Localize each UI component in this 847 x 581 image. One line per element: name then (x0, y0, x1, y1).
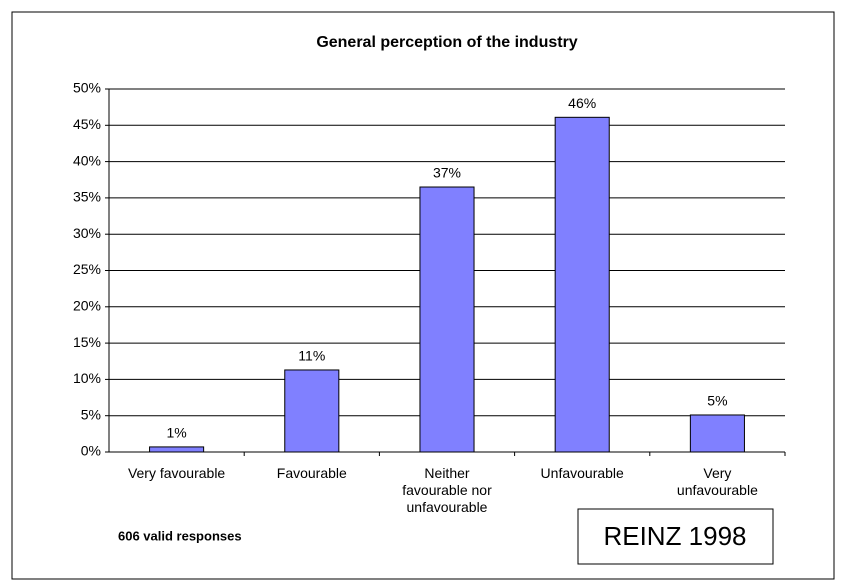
y-tick-label: 35% (73, 189, 101, 205)
y-tick-label: 25% (73, 261, 101, 277)
bar (284, 369, 340, 453)
x-tick-label: Very favourable (127, 465, 226, 481)
y-tick-label: 45% (73, 116, 101, 132)
y-tick-label: 50% (73, 80, 101, 96)
chart-title: General perception of the industry (316, 34, 577, 51)
data-label: 1% (166, 425, 186, 441)
bar (554, 116, 610, 453)
x-tick-label: Favourable (276, 465, 347, 481)
y-tick-label: 30% (73, 225, 101, 241)
x-tick-label: Very unfavourable (676, 465, 758, 498)
data-label: 46% (568, 95, 596, 111)
y-tick-label: 40% (73, 152, 101, 168)
annotation: REINZ 1998 (603, 521, 746, 551)
y-tick-label: 0% (81, 443, 101, 459)
data-label: 11% (298, 348, 325, 364)
annotation: 606 valid responses (118, 528, 242, 543)
data-label: 37% (433, 165, 461, 181)
x-tick-label: Neither favourable nor unfavourable (402, 465, 492, 515)
data-label: 5% (707, 393, 727, 409)
y-tick-label: 10% (73, 370, 101, 386)
y-tick-label: 20% (73, 298, 101, 314)
bar (689, 414, 745, 453)
annotation-box (577, 508, 774, 565)
chart-frame (11, 11, 835, 580)
x-tick-label: Unfavourable (540, 465, 624, 481)
y-tick-label: 5% (81, 406, 101, 422)
y-tick-label: 15% (73, 334, 101, 350)
bar (149, 446, 205, 453)
bar (419, 186, 475, 453)
